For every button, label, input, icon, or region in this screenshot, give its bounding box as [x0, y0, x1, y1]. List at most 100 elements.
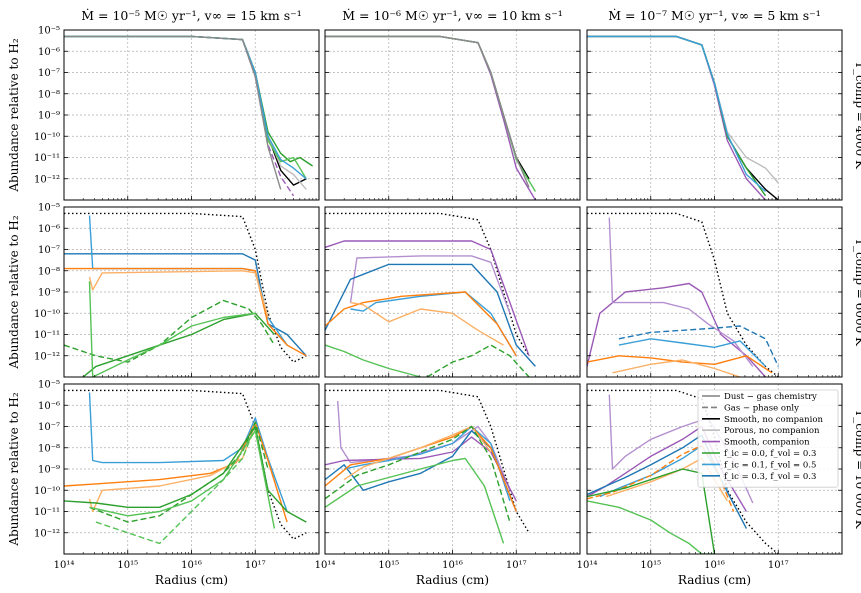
series-line [325, 263, 536, 367]
series-line [587, 35, 779, 184]
y-tick-label: 10⁻⁶ [38, 224, 60, 235]
ticks [324, 29, 580, 200]
y-axis-label: Abundance relative to H₂ [7, 392, 21, 547]
series-line [64, 421, 288, 523]
series-line [64, 35, 313, 167]
series-line [64, 389, 307, 540]
y-tick-label: 10⁻¹¹ [34, 153, 60, 164]
series-line [587, 355, 773, 374]
y-tick-label: 10⁻¹¹ [34, 330, 60, 341]
series-line [89, 430, 276, 529]
grid [64, 207, 319, 377]
series-line [64, 425, 307, 523]
series-line [325, 344, 425, 377]
legend-label: Dust − gas chemistry [724, 392, 817, 402]
series-line [618, 338, 766, 367]
y-tick-label: 10⁻¹² [34, 174, 60, 185]
series-line [426, 344, 530, 377]
series-line [64, 35, 307, 190]
series-line [89, 421, 269, 523]
ticks [63, 206, 319, 377]
ticks [586, 383, 842, 554]
series-line [64, 35, 307, 186]
y-tick-label: 10⁻⁶ [38, 401, 60, 412]
legend-label: f_ic = 0.0, f_vol = 0.3 [724, 449, 816, 459]
x-tick-label: 10¹⁵ [117, 560, 138, 571]
panel-title: Ṁ = 10⁻⁵ M☉ yr⁻¹, v∞ = 15 km s⁻¹ [81, 8, 301, 23]
series-line [88, 281, 256, 377]
series-line [343, 425, 511, 502]
legend-label: Gas − phase only [724, 403, 799, 413]
y-tick-label: 10⁻⁶ [38, 47, 60, 58]
x-tick-label: 10¹⁵ [640, 560, 661, 571]
ticks [63, 383, 319, 554]
x-axis-label: Radius (cm) [678, 573, 751, 587]
series-line [64, 299, 275, 363]
series-line [612, 359, 741, 377]
y-tick-label: 10⁻⁷ [38, 422, 60, 433]
series-line [587, 389, 779, 554]
series-line [325, 425, 517, 512]
series-line [587, 500, 715, 554]
y-tick-label: 10⁻⁵ [38, 203, 60, 214]
y-tick-label: 10⁻⁷ [38, 245, 60, 256]
panel-r2-c0: 10⁻⁵ 10⁻⁶ 10⁻⁷ 10⁻⁸ 10⁻⁹ 10⁻¹⁰ 10⁻¹¹ 10⁻¹² 10¹⁴ 1… [34, 380, 320, 571]
panel-r1-c1 [324, 206, 581, 378]
y-tick-label: 10⁻⁹ [38, 111, 60, 122]
y-tick-label: 10⁻¹⁰ [34, 486, 60, 497]
series-line [88, 392, 288, 512]
x-axis-label: Radius (cm) [155, 573, 228, 587]
series-line [587, 212, 779, 377]
row-label: T_comp = 10 000 K [853, 409, 861, 529]
legend-label: f_ic = 0.1, f_vol = 0.5 [724, 460, 816, 470]
series-line [64, 253, 307, 357]
y-tick-label: 10⁻¹⁰ [34, 132, 60, 143]
series-line [349, 255, 511, 314]
panel-r1-c0: 10⁻⁵ 10⁻⁶ 10⁻⁷ 10⁻⁸ 10⁻⁹ 10⁻¹⁰ 10⁻¹¹ 10⁻¹² [34, 203, 320, 378]
x-tick-label: 10¹⁶ [442, 560, 463, 571]
series-line [350, 291, 517, 357]
grid [587, 30, 842, 200]
y-tick-label: 10⁻⁹ [38, 288, 60, 299]
x-axis-label: Radius (cm) [416, 573, 489, 587]
x-tick-label: 10¹⁵ [378, 560, 399, 571]
y-tick-label: 10⁻⁵ [38, 26, 60, 37]
series-line [587, 35, 767, 200]
y-tick-label: 10⁻¹² [34, 351, 60, 362]
x-tick-label: 10¹⁷ [506, 560, 527, 571]
ticks [586, 29, 842, 200]
series-line [325, 457, 505, 544]
x-tick-label: 10¹⁴ [577, 560, 598, 571]
series-line [325, 240, 530, 357]
panel-r2-c1: 10¹⁴ 10¹⁵ 10¹⁶ 10¹⁷ [315, 383, 581, 571]
y-tick-label: 10⁻⁸ [38, 266, 60, 277]
grid [64, 384, 319, 554]
legend-label: Smooth, no companion [724, 415, 823, 425]
series-line [587, 282, 767, 377]
grid [325, 207, 580, 377]
series-line [64, 212, 307, 363]
y-tick-label: 10⁻¹¹ [34, 507, 60, 518]
y-axis-label: Abundance relative to H₂ [7, 38, 21, 193]
ticks [324, 383, 580, 554]
series-line [350, 301, 504, 346]
series-line [325, 430, 517, 512]
y-tick-label: 10⁻¹² [34, 528, 60, 539]
panel-title: Ṁ = 10⁻⁶ M☉ yr⁻¹, v∞ = 10 km s⁻¹ [342, 8, 562, 23]
series-line [587, 35, 766, 193]
panel-r1-c2 [586, 206, 843, 378]
grid [325, 384, 580, 554]
x-tick-label: 10¹⁶ [181, 560, 202, 571]
x-tick-label: 10¹⁶ [704, 560, 725, 571]
y-tick-label: 10⁻¹⁰ [34, 309, 60, 320]
legend-label: Smooth, companion [724, 438, 810, 448]
series-line [587, 35, 779, 200]
series-line [325, 35, 530, 188]
y-axis-label: Abundance relative to H₂ [7, 215, 21, 370]
ticks [324, 206, 580, 377]
grid [325, 30, 580, 200]
series-line [337, 400, 511, 491]
series-line [587, 35, 767, 197]
